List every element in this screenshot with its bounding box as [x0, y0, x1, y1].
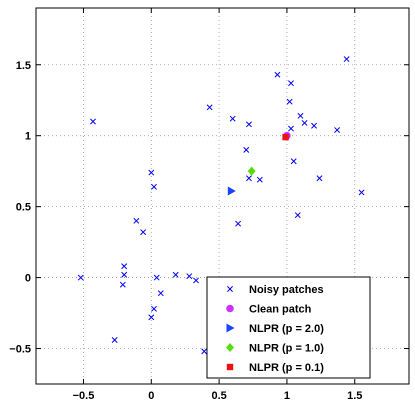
noisy-patches-point — [121, 263, 128, 270]
legend-label-nlpr-p-1-0: NLPR (p = 1.0) — [249, 343, 324, 355]
legend-marker-clean-patch — [226, 304, 234, 313]
legend-box — [206, 276, 371, 379]
y-tick-label: −0.5 — [9, 344, 31, 356]
axis-ticks: −0.5 0 0.5 1 1.5 −0.5 0 0.5 1 1.5 — [9, 8, 409, 402]
noisy-patches-point — [294, 212, 301, 219]
noisy-patches-point — [245, 121, 252, 128]
legend-label-nlpr-p-0-1: NLPR (p = 0.1) — [249, 362, 324, 374]
noisy-patches-point — [111, 337, 118, 343]
x-tick-label: 1.5 — [347, 390, 362, 402]
grid-lines — [36, 8, 409, 384]
noisy-patches-point — [206, 104, 213, 111]
noisy-patches-point — [157, 290, 164, 297]
noisy-patches-point — [77, 274, 84, 281]
noisy-patches-point — [186, 273, 193, 280]
noisy-patches-point — [121, 271, 128, 278]
noisy-patches-point — [172, 271, 179, 278]
nlpr-p-0-1-point — [282, 133, 289, 141]
x-tick-label: −0.5 — [73, 390, 95, 402]
legend: Noisy patches Clean patch NLPR (p = 2.0) NL… — [206, 276, 371, 379]
noisy-patches-point — [229, 115, 236, 122]
legend-label-nlpr-p-2-0: NLPR (p = 2.0) — [249, 323, 324, 335]
noisy-patches-point — [288, 125, 294, 132]
data-points — [77, 56, 365, 355]
nlpr-p-1-0-point — [247, 166, 256, 176]
noisy-patches-point — [358, 189, 365, 196]
noisy-patches-point — [151, 305, 157, 312]
legend-marker-nlpr-p-2-0 — [226, 323, 235, 333]
noisy-patches-point — [288, 80, 294, 87]
x-tick-label: 1 — [284, 390, 290, 402]
noisy-patches-point — [119, 281, 126, 288]
legend-marker-nlpr-p-0-1 — [226, 363, 234, 371]
y-tick-label: 1 — [25, 131, 31, 143]
noisy-patches-point — [286, 98, 293, 105]
legend-marker-nlpr-p-1-0 — [226, 343, 234, 352]
noisy-patches-point — [245, 175, 252, 182]
legend-marker-noisy-patches — [227, 286, 233, 292]
x-tick-label: 0 — [148, 390, 154, 402]
x-tick-label: 0.5 — [211, 390, 226, 402]
noisy-patches-point — [256, 176, 263, 183]
noisy-patches-point — [316, 175, 323, 182]
y-tick-label: 1.5 — [16, 60, 31, 72]
noisy-patches-point — [343, 56, 350, 63]
noisy-patches-point — [235, 220, 242, 227]
noisy-patches-point — [193, 277, 200, 284]
noisy-patches-point — [151, 183, 157, 190]
nlpr-p-2-0-point — [227, 186, 236, 196]
noisy-patches-point — [301, 119, 308, 126]
noisy-patches-point — [140, 229, 147, 236]
y-tick-label: 0 — [25, 273, 31, 285]
noisy-patches-point — [148, 169, 155, 176]
noisy-patches-point — [274, 71, 281, 78]
noisy-patches-point — [290, 158, 297, 165]
legend-label-clean-patch: Clean patch — [249, 304, 312, 316]
noisy-patches-point — [297, 112, 304, 119]
plot-frame — [35, 7, 410, 385]
noisy-patches-point — [334, 127, 341, 133]
y-tick-label: 0.5 — [16, 202, 31, 214]
noisy-patches-point — [243, 146, 250, 153]
noisy-patches-point — [153, 274, 160, 281]
noisy-patches-point — [148, 314, 155, 321]
noisy-patches-point — [201, 348, 208, 355]
noisy-patches-point — [133, 217, 140, 224]
noisy-patches-point — [90, 118, 96, 125]
noisy-patches-point — [311, 122, 318, 129]
legend-label-noisy-patches: Noisy patches — [249, 284, 324, 296]
